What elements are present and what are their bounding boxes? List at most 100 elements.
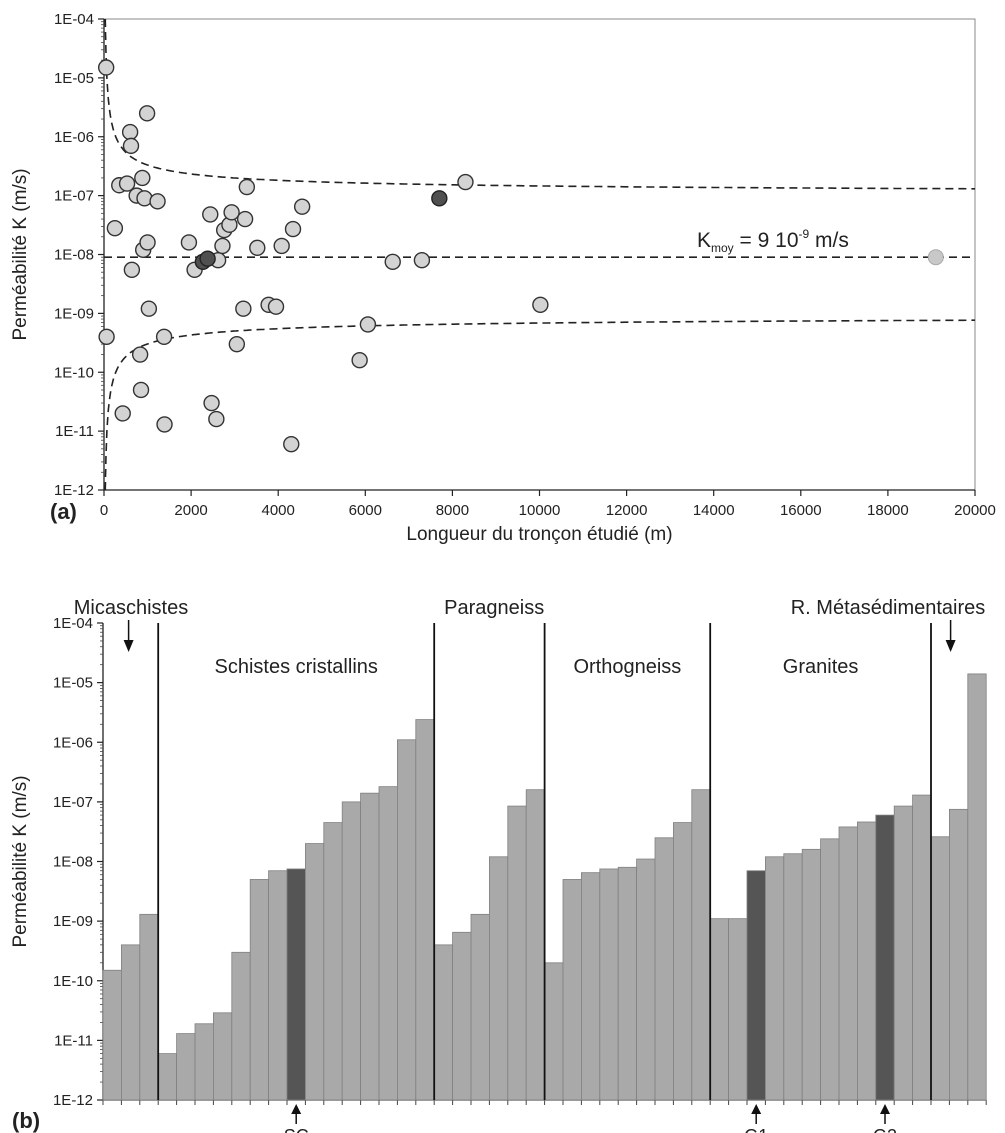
bar bbox=[360, 792, 380, 1101]
group-label-arrow-head bbox=[123, 640, 134, 652]
panel-a-x-tick-label: 18000 bbox=[867, 502, 909, 519]
panel-b-bar-chart: 1E-04 1E-05 1E-06 1E-07 1E-08 1E-09 1E-10 1E-11… bbox=[10, 597, 987, 1133]
bar-highlighted bbox=[286, 868, 306, 1101]
panel-a-x-tick-label: 6000 bbox=[349, 502, 382, 519]
panel-a-x-tick-label: 20000 bbox=[954, 502, 996, 519]
data-point bbox=[235, 300, 252, 317]
bar bbox=[121, 944, 141, 1101]
panel-b-y-tick-label: 1E-11 bbox=[54, 1032, 93, 1049]
bar bbox=[617, 866, 638, 1101]
bar bbox=[562, 879, 582, 1101]
bar bbox=[194, 1023, 214, 1101]
bar bbox=[176, 1033, 196, 1101]
highlight-arrow-head bbox=[880, 1104, 890, 1114]
bar bbox=[231, 951, 251, 1101]
data-point bbox=[238, 178, 256, 196]
data-point bbox=[532, 296, 549, 313]
bar bbox=[599, 868, 619, 1101]
data-point bbox=[138, 105, 156, 122]
data-point bbox=[122, 137, 140, 155]
data-point bbox=[359, 316, 377, 333]
panel-b-y-axis-label: Perméabilité K (m/s) bbox=[10, 775, 31, 947]
bar bbox=[838, 826, 858, 1101]
bar bbox=[341, 801, 362, 1101]
panel-b-label: (b) bbox=[12, 1108, 40, 1133]
panel-a-y-tick-label: 1E-09 bbox=[54, 305, 94, 322]
group-label: Orthogneiss bbox=[573, 656, 681, 678]
bar bbox=[304, 843, 325, 1101]
data-point bbox=[236, 210, 254, 228]
panel-a-upper-envelope bbox=[104, 19, 975, 190]
data-point-highlighted bbox=[431, 190, 448, 207]
data-point bbox=[384, 253, 401, 271]
bar bbox=[930, 836, 950, 1101]
data-point bbox=[132, 381, 150, 399]
bar bbox=[415, 719, 435, 1101]
mean-label-exponent: -9 bbox=[799, 227, 810, 241]
bar bbox=[396, 739, 417, 1101]
data-point bbox=[155, 328, 173, 346]
bar bbox=[912, 794, 932, 1101]
bar bbox=[801, 848, 822, 1101]
bar bbox=[728, 918, 748, 1101]
data-point bbox=[203, 394, 220, 412]
panel-b-bars bbox=[102, 673, 987, 1101]
bar bbox=[673, 822, 693, 1101]
group-label: R. Métasédimentaires bbox=[791, 597, 986, 619]
panel-b-group-labels: Micaschistes Schistes cristallins Paragnei… bbox=[74, 597, 986, 678]
data-point bbox=[134, 169, 151, 187]
data-point bbox=[273, 237, 290, 255]
group-label: Schistes cristallins bbox=[215, 656, 378, 678]
panel-a-data-points bbox=[97, 59, 944, 453]
bar bbox=[857, 821, 877, 1101]
panel-a-y-tick-label: 1E-10 bbox=[54, 364, 94, 381]
bar bbox=[323, 822, 343, 1101]
bar bbox=[470, 913, 490, 1101]
panel-a-y-tick-label: 1E-11 bbox=[55, 423, 94, 440]
bar bbox=[820, 838, 840, 1101]
bar bbox=[139, 913, 159, 1101]
highlight-bar-label: G1 bbox=[744, 1126, 768, 1133]
panel-a-x-tick-label: 2000 bbox=[174, 502, 207, 519]
data-point bbox=[284, 220, 302, 238]
bar bbox=[157, 1053, 177, 1101]
bar bbox=[525, 789, 546, 1101]
panel-a-x-tick-label: 12000 bbox=[606, 502, 648, 519]
bar bbox=[433, 944, 454, 1101]
bar bbox=[507, 805, 527, 1101]
bar bbox=[893, 805, 914, 1101]
bar bbox=[102, 969, 122, 1101]
data-point bbox=[208, 410, 225, 428]
bar-highlighted bbox=[746, 870, 766, 1101]
panel-a-x-tick-label: 4000 bbox=[262, 502, 295, 519]
panel-a-x-axis-label: Longueur du tronçon étudié (m) bbox=[406, 524, 672, 545]
panel-b-y-tick-label: 1E-07 bbox=[53, 794, 93, 811]
mean-label-unit: m/s bbox=[809, 229, 849, 252]
mean-label-subscript: moy bbox=[711, 241, 734, 255]
panel-a-plot-frame bbox=[103, 18, 976, 491]
panel-a-x-tick-label: 0 bbox=[100, 502, 108, 519]
data-point bbox=[202, 206, 219, 223]
panel-a-y-tick-label: 1E-07 bbox=[54, 188, 94, 205]
data-point bbox=[214, 237, 231, 255]
bar bbox=[765, 856, 785, 1101]
bar bbox=[967, 673, 987, 1101]
data-point bbox=[413, 252, 431, 269]
data-point bbox=[106, 219, 124, 237]
panel-a-y-tick-label: 1E-04 bbox=[54, 11, 94, 28]
panel-b-y-tick-label: 1E-05 bbox=[53, 675, 93, 692]
bar bbox=[691, 789, 711, 1101]
panel-a-x-tick-label: 14000 bbox=[693, 502, 735, 519]
data-point bbox=[180, 234, 198, 251]
data-point bbox=[123, 261, 141, 278]
bar bbox=[488, 856, 509, 1101]
group-label: Granites bbox=[783, 656, 859, 678]
panel-a-y-axis-label: Perméabilité K (m/s) bbox=[10, 168, 31, 340]
data-point bbox=[121, 123, 139, 141]
panel-b-group-separators bbox=[157, 623, 932, 1100]
data-point bbox=[293, 198, 311, 215]
highlight-bar-label: SC bbox=[284, 1126, 309, 1133]
panel-b-y-tick-label: 1E-08 bbox=[53, 854, 93, 871]
panel-b-y-tick-label: 1E-09 bbox=[53, 913, 93, 930]
bar bbox=[268, 870, 288, 1101]
